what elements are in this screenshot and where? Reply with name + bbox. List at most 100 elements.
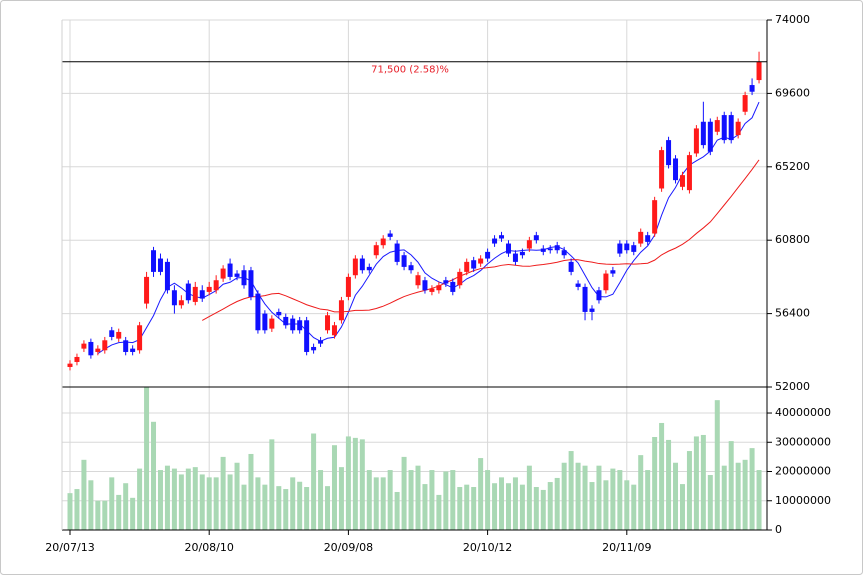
volume-bar <box>540 489 546 530</box>
volume-bar <box>331 445 337 530</box>
candle-body <box>464 261 470 272</box>
candle-body <box>67 363 73 367</box>
candle-body <box>631 245 637 252</box>
candle-body <box>206 286 212 292</box>
volume-bar <box>666 439 672 530</box>
candle-body <box>304 320 310 352</box>
volume-bar <box>505 483 511 530</box>
candle-body <box>199 290 205 299</box>
candle-body <box>721 115 727 141</box>
candle-body <box>533 235 539 241</box>
candle-body <box>102 340 108 351</box>
candle-body <box>645 235 651 242</box>
y-tick-label: 69600 <box>775 86 810 99</box>
volume-bar <box>478 458 484 530</box>
y-tick-label: 10000000 <box>775 494 831 507</box>
volume-bar <box>304 487 310 530</box>
candle-body <box>185 283 191 301</box>
volume-bar <box>74 489 80 530</box>
candle-body <box>74 356 80 362</box>
volume-bar <box>241 484 247 530</box>
candle-body <box>471 260 477 269</box>
candle-body <box>742 95 748 112</box>
candle-body <box>638 231 644 244</box>
volume-bar <box>206 477 212 530</box>
volume-bar <box>512 477 518 530</box>
candle-body <box>422 280 428 291</box>
volume-bar <box>297 481 303 530</box>
volume-bar <box>429 470 435 530</box>
candle-body <box>492 238 498 244</box>
volume-bar <box>575 462 581 530</box>
volume-bar <box>422 484 428 530</box>
candle-body <box>582 286 588 312</box>
candle-body <box>485 251 491 259</box>
volume-bar <box>408 470 414 530</box>
candle-body <box>137 325 143 351</box>
candle-body <box>164 261 170 291</box>
candle-body <box>262 313 268 331</box>
candle-body <box>234 273 240 277</box>
candle-body <box>666 140 672 166</box>
volume-bar <box>443 471 449 530</box>
candle-body <box>561 250 567 256</box>
y-tick-label: 30000000 <box>775 435 831 448</box>
volume-bar <box>700 434 706 530</box>
volume-bar <box>457 487 463 530</box>
candle-body <box>380 238 386 246</box>
volume-bar <box>380 477 386 530</box>
volume-bar <box>533 487 539 530</box>
x-tick-label: 20/07/13 <box>45 541 94 554</box>
volume-bar <box>519 484 525 530</box>
candle-body <box>749 85 755 92</box>
volume-bar <box>345 436 351 530</box>
candle-body <box>241 270 247 286</box>
volume-bar <box>164 465 170 530</box>
candle-body <box>290 318 296 331</box>
volume-bar <box>269 439 275 530</box>
y-tick-label: 0 <box>775 523 782 536</box>
volume-bar <box>749 448 755 530</box>
candle-body <box>547 248 553 251</box>
candle-body <box>248 270 254 297</box>
volume-bar <box>311 433 317 530</box>
volume-bar <box>185 468 191 530</box>
volume-bar <box>554 477 560 530</box>
volume-bar <box>652 437 658 530</box>
volume-bar <box>109 477 115 530</box>
candle-body <box>429 288 435 292</box>
volume-bar <box>373 477 379 530</box>
candle-body <box>568 261 574 272</box>
candle-body <box>123 340 129 352</box>
candle-body <box>269 318 275 329</box>
volume-bar <box>631 484 637 530</box>
candle-body <box>610 270 616 274</box>
volume-bar <box>721 465 727 530</box>
candle-body <box>394 243 400 262</box>
y-tick-label: 52000 <box>775 380 810 393</box>
volume-bar <box>492 483 498 530</box>
volume-bar <box>171 468 177 530</box>
candle-body <box>311 346 317 351</box>
candle-body <box>457 271 463 286</box>
moving-average-line <box>97 101 760 355</box>
y-tick-label: 60800 <box>775 233 810 246</box>
candle-body <box>157 258 163 272</box>
candle-body <box>707 121 713 152</box>
candle-body <box>373 245 379 256</box>
marks: 71,500 (2.58)% <box>62 51 767 530</box>
volume-bar <box>610 468 616 530</box>
candle-body <box>756 61 762 81</box>
volume-bar <box>95 500 101 530</box>
candle-body <box>624 243 630 251</box>
candle-body <box>171 290 177 306</box>
volume-bar <box>603 480 609 530</box>
candle-body <box>659 150 665 189</box>
candle-body <box>116 331 122 339</box>
candle-body <box>318 340 324 344</box>
volume-bar <box>735 462 741 530</box>
candle-body <box>519 251 525 256</box>
candle-body <box>345 276 351 297</box>
